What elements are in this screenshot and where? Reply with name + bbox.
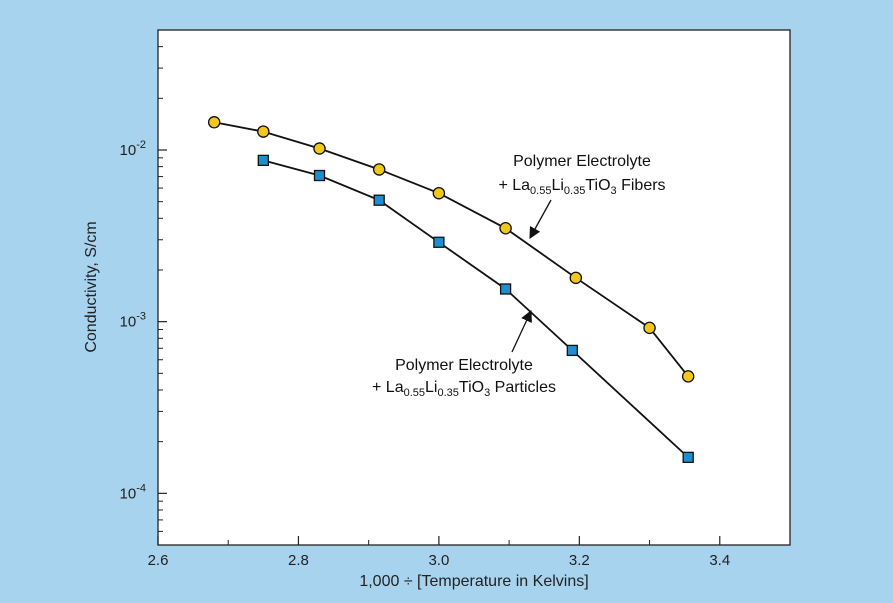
y-tick-label: 10-2: [120, 139, 146, 159]
series-1-point: [433, 236, 445, 248]
annotation-fibers-line1: Polymer Electrolyte: [513, 153, 651, 170]
series-1-point: [313, 169, 326, 182]
x-tick-label: 3.2: [569, 552, 590, 569]
series-0-point: [257, 125, 270, 138]
series-1-point: [499, 283, 512, 295]
series-0-point: [643, 321, 656, 335]
series-1-point: [373, 194, 385, 206]
x-tick-label: 3.0: [428, 552, 449, 569]
y-tick-label: 10-4: [120, 482, 146, 502]
series-1-point: [257, 154, 269, 167]
y-axis-title: Conductivity, S/cm: [83, 221, 100, 352]
plot-area: [157, 29, 791, 546]
annotation-fibers-line2: + La0.55Li0.35TiO3 Fibers: [498, 177, 665, 197]
annotation-fibers-arrow: [529, 199, 552, 240]
series-0-point: [432, 186, 446, 200]
series-1-point: [682, 451, 694, 464]
x-tick-label: 2.6: [148, 552, 169, 569]
series-0-point: [681, 370, 695, 383]
annotation-fibers: Polymer Electrolyte + La0.55Li0.35TiO3 F…: [498, 153, 666, 240]
annotation-particles-line2: + La0.55Li0.35TiO3 Particles: [372, 379, 556, 399]
series-0-point: [499, 222, 512, 235]
y-tick-label: 10-3: [120, 311, 146, 331]
annotation-particles-line1: Polymer Electrolyte: [395, 357, 533, 374]
series-markers: [207, 116, 695, 464]
series-0-point: [313, 142, 326, 155]
axis-ticks: 2.6 2.8 3.0 3.2 3.4 10-2 10-3 10-4: [120, 29, 730, 569]
annotation-particles-arrow: [511, 309, 532, 353]
series-0-point: [372, 163, 386, 176]
x-tick-label: 3.4: [709, 552, 730, 569]
x-tick-label: 2.8: [288, 552, 309, 569]
x-axis-title: 1,000 ÷ [Temperature in Kelvins]: [359, 573, 588, 590]
series-0-point: [569, 271, 583, 285]
series-1-point: [566, 344, 578, 357]
series-0-point: [207, 116, 221, 129]
annotation-particles: Polymer Electrolyte + La0.55Li0.35TiO3 P…: [372, 309, 556, 399]
